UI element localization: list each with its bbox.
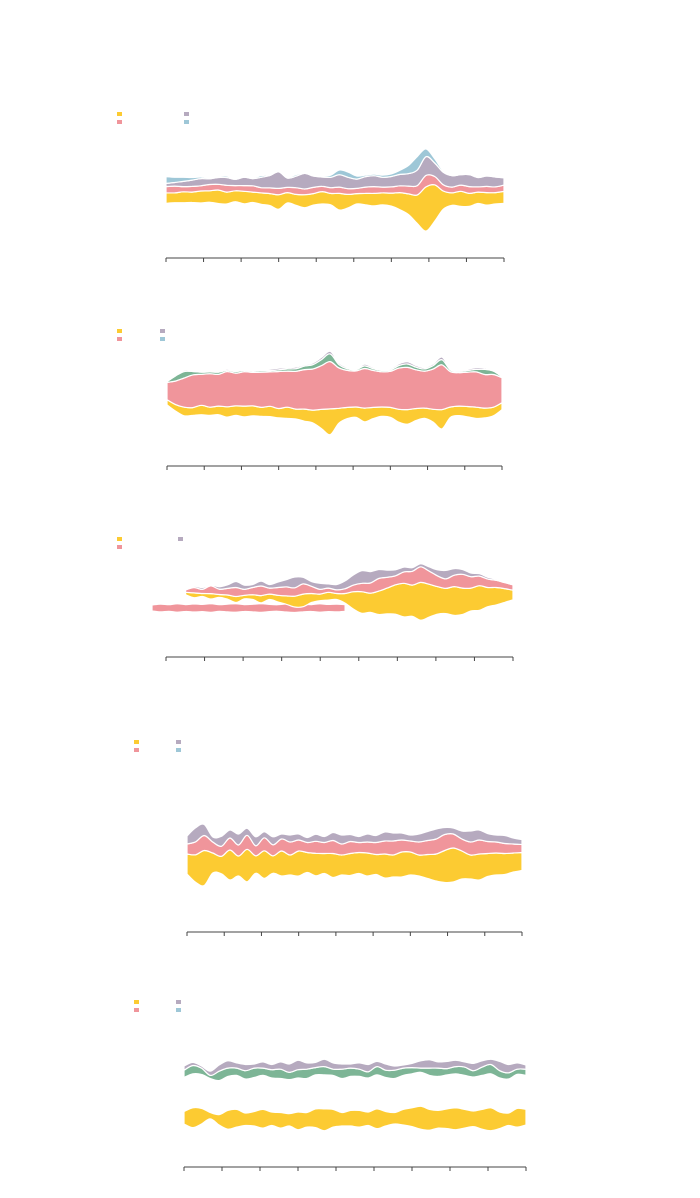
legend-swatch-blue — [184, 120, 189, 124]
chart-5-series-yellow-1 — [183, 1105, 527, 1132]
legend-swatch-pink — [117, 120, 122, 124]
chart-1-legend — [117, 112, 189, 124]
legend-swatch-yellow — [117, 537, 122, 541]
legend-swatch-purple — [178, 537, 183, 541]
legend-swatch-purple — [176, 740, 181, 744]
chart-2-series-purple-4 — [166, 350, 503, 383]
chart-3 — [117, 537, 514, 661]
chart-1 — [117, 112, 505, 262]
legend-swatch-purple — [176, 1000, 181, 1004]
legend-swatch-blue — [176, 748, 181, 752]
legend-swatch-blue — [176, 1008, 181, 1012]
chart-2-legend — [117, 329, 165, 341]
chart-4 — [134, 740, 523, 936]
chart-5-series-purple-3 — [183, 1058, 527, 1077]
chart-5 — [134, 1000, 527, 1171]
chart-3-legend — [117, 537, 183, 549]
legend-swatch-yellow — [134, 1000, 139, 1004]
legend-swatch-pink — [117, 545, 122, 549]
chart-1-series-blue-4 — [165, 148, 505, 185]
legend-swatch-pink — [134, 748, 139, 752]
chart-4-series-purple-3 — [186, 823, 523, 847]
legend-swatch-pink — [134, 1008, 139, 1012]
legend-swatch-yellow — [134, 740, 139, 744]
chart-3-series-purple-4 — [185, 563, 514, 591]
legend-swatch-purple — [160, 329, 165, 333]
chart-3-series-pink-1 — [151, 602, 346, 614]
chart-4-legend — [134, 740, 181, 752]
legend-swatch-yellow — [117, 329, 122, 333]
chart-5-legend — [134, 1000, 181, 1012]
legend-swatch-purple — [184, 112, 189, 116]
legend-swatch-blue — [160, 337, 165, 341]
chart-2 — [117, 329, 503, 470]
legend-swatch-yellow — [117, 112, 122, 116]
legend-swatch-pink — [117, 337, 122, 341]
